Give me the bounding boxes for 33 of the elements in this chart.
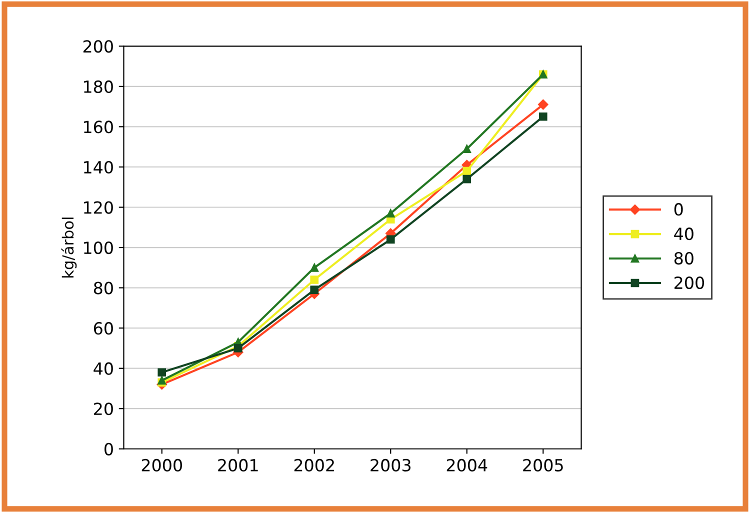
y-tick-label: 200	[83, 40, 113, 53]
legend-label: 0	[674, 203, 683, 216]
point	[310, 286, 319, 294]
y-tick-label: 100	[84, 241, 113, 254]
y-tick-label: 0	[104, 442, 113, 456]
x-tick-label: 2004	[446, 458, 488, 472]
y-tick-label: 160	[84, 120, 113, 134]
x-tick-label: 2001	[218, 458, 258, 472]
legend-label: 200	[674, 276, 704, 290]
y-tick-label: 20	[94, 402, 113, 416]
y-tick-label: 140	[84, 160, 113, 174]
legend-label: 40	[674, 228, 694, 240]
point	[310, 276, 319, 284]
point	[310, 263, 319, 272]
legend-label: 80	[674, 252, 694, 265]
point	[538, 99, 548, 110]
point	[462, 144, 472, 154]
point	[158, 368, 166, 377]
y-tick-label: 80	[94, 282, 113, 294]
point	[386, 209, 395, 218]
x-tick-label: 2002	[294, 458, 334, 472]
y-tick-label: 180	[84, 80, 113, 94]
point	[462, 166, 472, 176]
point	[386, 235, 395, 244]
y-axis-title: kg/árbol	[61, 218, 77, 278]
y-tick-label: 60	[94, 322, 113, 335]
point	[538, 112, 548, 121]
y-tick-label: 120	[84, 201, 113, 214]
x-tick-label: 2000	[142, 458, 182, 472]
x-tick-label: 2003	[370, 458, 410, 472]
x-tick-label: 2005	[523, 458, 563, 472]
y-tick-label: 40	[94, 362, 113, 375]
point	[462, 174, 472, 184]
